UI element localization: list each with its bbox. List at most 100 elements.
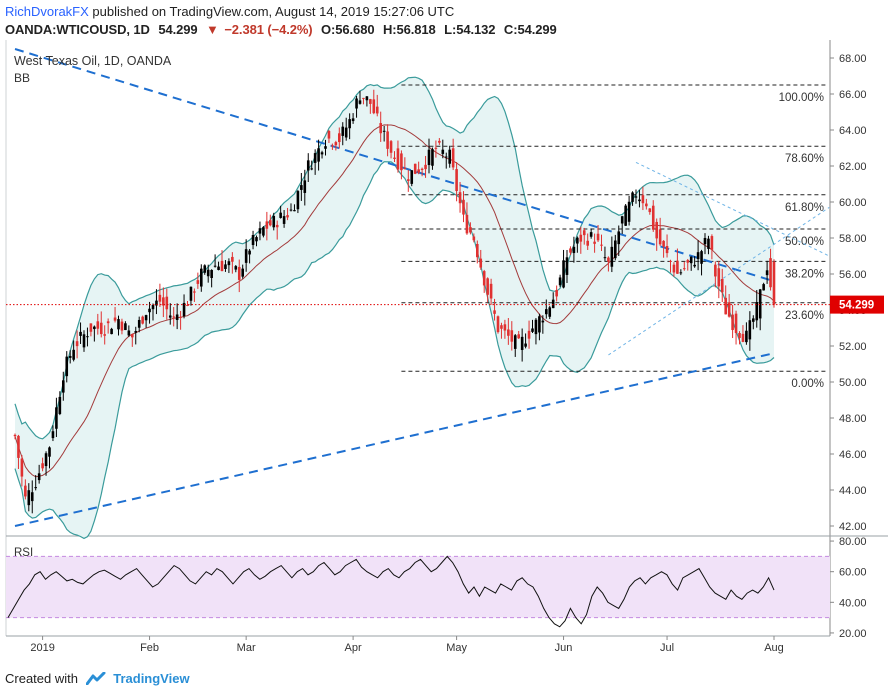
candle-body bbox=[455, 169, 458, 192]
fib-level-label: 38.20% bbox=[785, 268, 824, 280]
fib-level-label: 100.00% bbox=[779, 92, 824, 104]
candle-body bbox=[120, 321, 124, 331]
candle-body bbox=[65, 356, 69, 377]
candle-body bbox=[413, 163, 417, 174]
candle-body bbox=[417, 169, 420, 173]
candle-body bbox=[27, 490, 31, 506]
candle-body bbox=[75, 341, 79, 347]
rsi-tick-label: 40.00 bbox=[839, 597, 867, 609]
candle-body bbox=[44, 453, 48, 467]
candle-body bbox=[758, 289, 762, 319]
candle-body bbox=[386, 131, 389, 149]
candle-body bbox=[444, 156, 448, 158]
price-tick-label: 64.00 bbox=[839, 125, 867, 137]
candle-body bbox=[396, 148, 400, 170]
candle-body bbox=[410, 170, 414, 184]
candle-body bbox=[651, 205, 655, 230]
candle-body bbox=[462, 199, 465, 215]
candle-body bbox=[72, 349, 75, 360]
candle-body bbox=[541, 320, 545, 323]
down-arrow-icon: ▼ bbox=[206, 22, 219, 37]
candle-body bbox=[582, 230, 586, 236]
candle-body bbox=[20, 458, 24, 477]
candle-body bbox=[206, 269, 210, 277]
candle-body bbox=[441, 149, 445, 154]
candle-body bbox=[165, 296, 169, 310]
candle-body bbox=[193, 291, 196, 293]
rsi-tick-label: 20.00 bbox=[839, 628, 867, 640]
main-pane: 42.0044.0046.0048.0050.0052.0054.0056.00… bbox=[5, 40, 888, 636]
candle-body bbox=[638, 199, 641, 202]
candle-body bbox=[496, 316, 500, 333]
candle-body bbox=[524, 343, 527, 347]
candle-body bbox=[669, 260, 672, 262]
candle-body bbox=[741, 333, 745, 342]
ohlc-low: L:54.132 bbox=[444, 22, 496, 37]
candle-body bbox=[603, 257, 607, 259]
candle-body bbox=[306, 160, 310, 171]
candle-body bbox=[220, 260, 224, 272]
candle-body bbox=[269, 220, 272, 226]
candle-body bbox=[717, 268, 721, 287]
time-tick-label: Jul bbox=[660, 642, 674, 654]
candle-body bbox=[348, 119, 351, 129]
candle-body bbox=[493, 310, 496, 314]
candle-body bbox=[200, 268, 203, 287]
candle-body bbox=[379, 123, 382, 134]
candle-body bbox=[355, 98, 358, 109]
price-tick-label: 52.00 bbox=[839, 341, 867, 353]
candle-body bbox=[251, 235, 255, 246]
candle-body bbox=[727, 302, 731, 317]
time-tick-label: Feb bbox=[140, 642, 159, 654]
time-tick-label: Mar bbox=[237, 642, 256, 654]
candle-body bbox=[586, 240, 589, 246]
candle-body bbox=[686, 260, 690, 263]
candle-body bbox=[293, 210, 296, 212]
candle-body bbox=[327, 131, 331, 139]
candle-body bbox=[489, 283, 493, 299]
candle-body bbox=[755, 302, 759, 321]
candle-body bbox=[365, 96, 369, 101]
symbol-name[interactable]: OANDA:WTICOUSD, 1D bbox=[5, 22, 150, 37]
author-link[interactable]: RichDvorakFX bbox=[5, 4, 89, 19]
candle-body bbox=[569, 248, 572, 253]
candle-body bbox=[258, 228, 262, 234]
price-tick-label: 42.00 bbox=[839, 521, 867, 533]
rsi-band bbox=[6, 556, 830, 618]
bb-basis-line bbox=[14, 124, 775, 478]
candle-body bbox=[289, 209, 293, 211]
candle-body bbox=[431, 149, 434, 166]
candle-body bbox=[703, 237, 707, 245]
candle-body bbox=[710, 236, 714, 250]
candle-body bbox=[358, 100, 362, 104]
candle-body bbox=[106, 321, 110, 324]
candle-body bbox=[593, 241, 596, 244]
candle-body bbox=[534, 319, 538, 335]
candle-body bbox=[362, 97, 365, 99]
candle-body bbox=[158, 294, 162, 302]
candle-body bbox=[189, 286, 193, 301]
price-tick-label: 58.00 bbox=[839, 233, 867, 245]
candle-body bbox=[344, 127, 348, 138]
tradingview-logo-icon bbox=[85, 672, 106, 685]
candle-body bbox=[465, 214, 469, 234]
candle-body bbox=[151, 305, 155, 310]
candle-body bbox=[558, 277, 562, 286]
candle-body bbox=[624, 205, 627, 226]
candle-body bbox=[614, 240, 617, 259]
fib-level-label: 0.00% bbox=[791, 378, 824, 390]
price-tick-label: 60.00 bbox=[839, 197, 867, 209]
candle-body bbox=[137, 319, 141, 328]
candle-body bbox=[420, 168, 424, 170]
candle-body bbox=[196, 280, 200, 284]
candle-body bbox=[707, 238, 710, 249]
candle-body bbox=[403, 167, 407, 169]
fib-level-label: 61.80% bbox=[785, 202, 824, 214]
candle-body bbox=[13, 434, 17, 437]
candle-body bbox=[175, 314, 179, 321]
indicator-label-rsi: RSI bbox=[14, 547, 33, 559]
candle-body bbox=[227, 261, 231, 266]
candle-body bbox=[527, 330, 531, 339]
candle-body bbox=[407, 179, 410, 181]
